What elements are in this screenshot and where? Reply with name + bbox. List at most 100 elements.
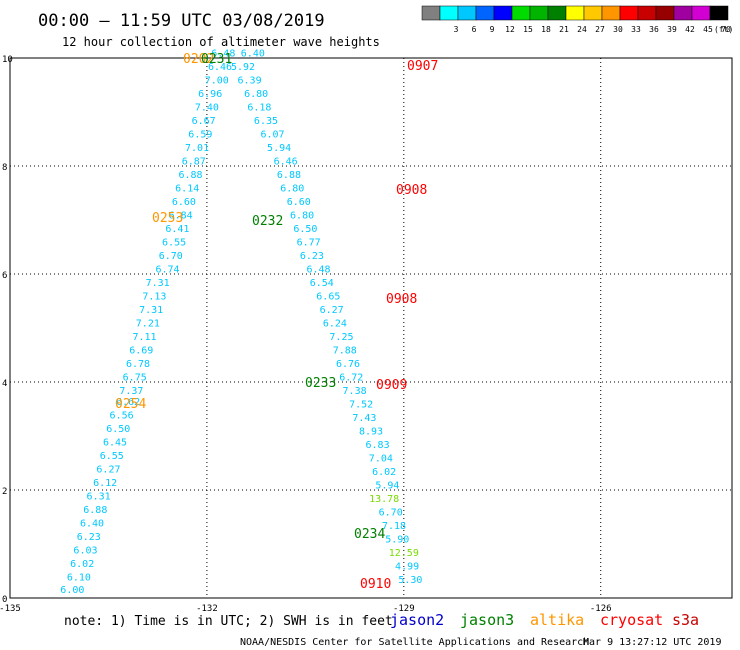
colorbar-tick-label: 36 — [649, 25, 659, 34]
wave-height-value: 6.14 — [175, 184, 199, 195]
wave-height-value: 7.43 — [352, 413, 376, 424]
wave-height-value: 7.01 — [185, 143, 209, 154]
chart-title: 00:00 – 11:59 UTC 03/08/2019 — [38, 11, 325, 31]
colorbar-swatch — [511, 5, 531, 21]
colorbar-tick-label: 30 — [613, 25, 623, 34]
colorbar-tick-label: 9 — [490, 25, 495, 34]
colorbar-swatch — [547, 5, 567, 21]
x-tick-label: -126 — [590, 604, 612, 614]
wave-height-value: 6.75 — [123, 373, 147, 384]
wave-height-value: 6.88 — [277, 170, 301, 181]
colorbar-swatch — [529, 5, 549, 21]
wave-height-value: 8.93 — [359, 427, 383, 438]
satellite-legend-item: altika — [530, 611, 584, 629]
track-1: 6.00 6.10 6.02 6.03 6.23 6.40 6.88 6.31 6.12 6.27… — [60, 49, 235, 596]
pass-label: 0253 — [152, 211, 183, 226]
wave-height-value: 6.40 — [80, 518, 104, 529]
pass-label: 0907 — [407, 59, 438, 74]
wave-height-value: 5.94 — [267, 143, 291, 154]
wave-height-value: 6.80 — [280, 184, 304, 195]
wave-height-value: 6.50 — [106, 424, 130, 435]
colorbar-swatch — [493, 5, 513, 21]
color-scale-legend: 3 6 9 12 15 18 21 24 27 30 33 36 39 42 45 70(ft) — [421, 5, 733, 34]
wave-height-value: 6.40 — [241, 49, 265, 60]
wave-height-value: 6.70 — [379, 508, 403, 519]
wave-height-value: 6.27 — [320, 305, 344, 316]
colorbar-swatch — [439, 5, 459, 21]
wave-height-value: 6.27 — [96, 464, 120, 475]
wave-height-value: 6.60 — [287, 197, 311, 208]
y-tick-label: 10 — [2, 55, 13, 65]
colorbar-tick-label: 45 — [703, 25, 713, 34]
satellite-legend: jason2 jason3 altika cryosat s3a — [390, 611, 699, 629]
wave-height-value: 7.88 — [333, 346, 357, 357]
colorbar-tick-label: 42 — [685, 25, 695, 34]
wave-height-value: 6.48 — [211, 49, 235, 60]
wave-height-value: 6.62 — [116, 397, 140, 408]
wave-height-value: 6.87 — [182, 157, 206, 168]
wave-height-value: 7.38 — [343, 386, 367, 397]
pass-label: 0234 — [354, 527, 385, 542]
wave-height-value: 6.24 — [323, 319, 347, 330]
wave-height-value: 7.11 — [133, 332, 157, 343]
wave-height-value: 6.31 — [87, 491, 111, 502]
chart-subtitle: 12 hour collection of altimeter wave hei… — [62, 35, 380, 49]
wave-height-value: 6.02 — [70, 559, 94, 570]
wave-height-value: 13.78 — [369, 494, 399, 505]
colorbar-tick-label: 33 — [631, 25, 641, 34]
pass-label: 0231 — [201, 52, 232, 67]
wave-height-value: 6.78 — [126, 359, 150, 370]
wave-height-value: 7.04 — [369, 454, 393, 465]
wave-height-value: 6.46 — [274, 157, 298, 168]
colorbar-tick-label: 21 — [559, 25, 569, 34]
y-tick-label: 6 — [2, 271, 7, 281]
colorbar-unit-label: (ft) — [714, 25, 733, 34]
wave-height-value: 6.18 — [247, 103, 271, 114]
satellite-legend-item: s3a — [672, 611, 699, 629]
wave-height-value: 6.03 — [73, 545, 97, 556]
colorbar-tick-label: 15 — [523, 25, 533, 34]
wave-height-value: 7.40 — [195, 103, 219, 114]
wave-height-value: 6.55 — [100, 451, 124, 462]
colorbar-tick-label: 6 — [472, 25, 477, 34]
satellite-legend-item: jason2 — [390, 611, 444, 629]
pass-label: 0232 — [252, 214, 283, 229]
track-2: 6.40 5.92 6.39 6.80 6.18 6.35 6.07 5.94 6.46 6.88… — [231, 49, 422, 586]
satellite-legend-item: jason3 — [460, 611, 514, 629]
wave-height-value: 7.31 — [146, 278, 170, 289]
wave-height-value: 6.88 — [178, 170, 202, 181]
colorbar-swatch — [457, 5, 477, 21]
colorbar-tick-label: 70 — [721, 25, 731, 34]
footer-timestamp: Mar 9 13:27:12 UTC 2019 — [583, 637, 721, 648]
wave-height-value: 5.90 — [385, 535, 409, 546]
colorbar-tick-label: 3 — [454, 25, 459, 34]
colorbar-tick-label: 12 — [505, 25, 515, 34]
wave-height-value: 6.84 — [169, 211, 193, 222]
pass-time-labels: 0202 0231 0253 0254 0232 0233 0234 0907 … — [115, 52, 438, 592]
footer-credit: NOAA/NESDIS Center for Satellite Applica… — [240, 637, 589, 648]
wave-height-value: 6.35 — [254, 116, 278, 127]
colorbar-swatch — [421, 5, 441, 21]
footer-note: note: 1) Time is in UTC; 2) SWH is in fe… — [64, 614, 393, 629]
wave-height-value: 5.92 — [231, 62, 255, 73]
wave-height-value: 6.54 — [310, 278, 334, 289]
y-tick-label: 2 — [2, 487, 7, 497]
colorbar-swatch — [619, 5, 639, 21]
wave-height-value: 7.00 — [205, 76, 229, 87]
wave-height-value: 6.50 — [293, 224, 317, 235]
wave-height-value: 7.21 — [136, 319, 160, 330]
wave-height-value: 6.76 — [336, 359, 360, 370]
wave-height-value: 6.69 — [129, 346, 153, 357]
wave-height-value: 6.67 — [192, 116, 216, 127]
wave-height-value: 6.88 — [83, 505, 107, 516]
wave-height-value: 6.23 — [300, 251, 324, 262]
wave-height-value: 12.59 — [389, 548, 419, 559]
x-tick-label: -132 — [196, 604, 218, 614]
wave-height-value: 5.30 — [398, 575, 422, 586]
wave-height-value: 7.18 — [382, 521, 406, 532]
wave-height-value: 6.23 — [77, 532, 101, 543]
colorbar-swatch — [583, 5, 603, 21]
wave-height-value: 6.56 — [110, 410, 134, 421]
wave-height-value: 7.25 — [329, 332, 353, 343]
